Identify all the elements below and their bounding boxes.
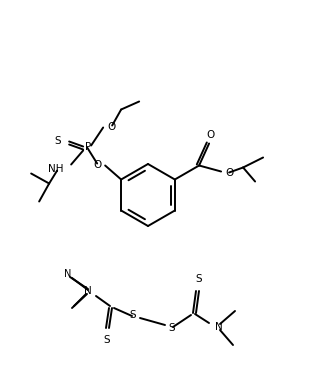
Text: S: S bbox=[196, 274, 202, 284]
Text: O: O bbox=[206, 130, 214, 140]
Text: S: S bbox=[130, 310, 136, 320]
Text: N: N bbox=[215, 322, 223, 332]
Text: O: O bbox=[107, 122, 115, 132]
Text: O: O bbox=[93, 159, 101, 170]
Text: S: S bbox=[104, 335, 110, 345]
Text: N: N bbox=[84, 286, 92, 296]
Text: P: P bbox=[85, 142, 91, 152]
Text: NH: NH bbox=[48, 164, 63, 175]
Text: S: S bbox=[169, 323, 175, 333]
Text: N: N bbox=[64, 269, 72, 279]
Text: S: S bbox=[55, 137, 62, 147]
Text: O: O bbox=[225, 168, 233, 178]
